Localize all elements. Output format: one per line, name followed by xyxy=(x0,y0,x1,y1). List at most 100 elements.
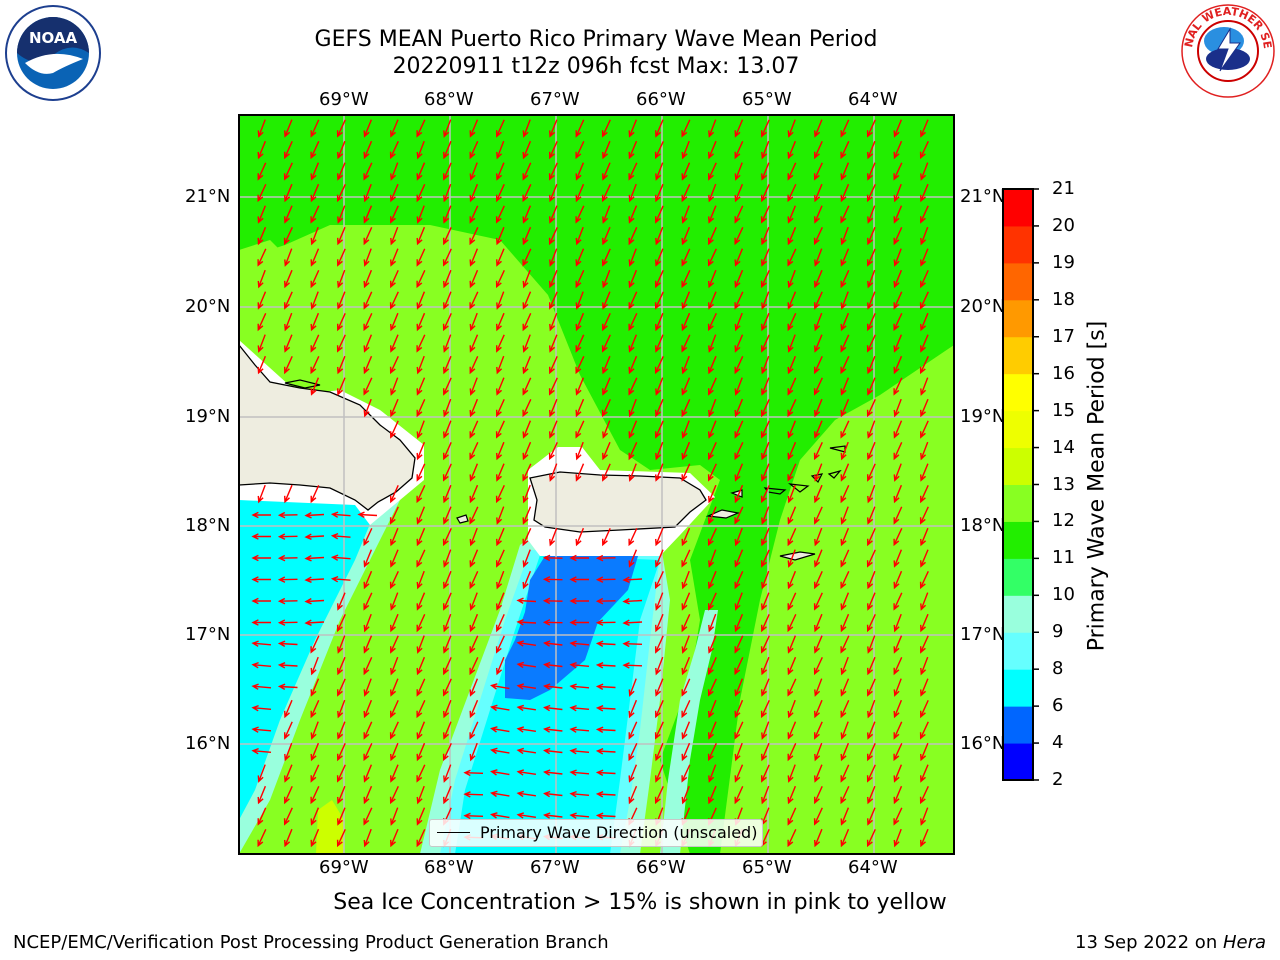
wave-direction-arrow xyxy=(893,463,902,482)
wave-direction-arrow xyxy=(416,570,425,590)
colorbar-segment xyxy=(1003,189,1033,227)
vieques-island xyxy=(705,509,741,519)
wave-direction-arrow xyxy=(707,743,717,762)
wave-direction-arrow xyxy=(734,162,743,181)
wave-direction-arrow xyxy=(760,485,770,504)
wave-direction-arrow xyxy=(463,769,484,777)
wave-direction-arrow xyxy=(787,829,797,848)
wave-direction-arrow xyxy=(310,226,319,246)
wave-direction-arrow xyxy=(813,807,823,826)
wave-direction-arrow xyxy=(443,613,452,633)
wave-direction-arrow xyxy=(251,640,272,647)
wave-direction-arrow xyxy=(443,269,452,289)
wave-direction-arrow xyxy=(654,721,664,740)
wave-direction-arrow xyxy=(622,576,643,583)
wave-direction-arrow xyxy=(416,592,426,611)
wave-direction-arrow xyxy=(787,743,797,762)
wave-direction-arrow xyxy=(893,657,903,676)
wave-direction-arrow xyxy=(920,764,929,783)
wave-direction-arrow xyxy=(867,140,876,160)
lon-label-bottom-66w: 66°W xyxy=(636,857,686,878)
lat-label-left-19n: 19°N xyxy=(185,406,231,427)
wave-direction-arrow xyxy=(708,657,717,676)
wave-direction-arrow xyxy=(708,355,717,375)
colorbar-tick-label: 21 xyxy=(1052,178,1075,199)
wave-direction-arrow xyxy=(416,764,426,783)
wave-direction-arrow xyxy=(496,184,505,203)
lon-label-bottom-65w: 65°W xyxy=(742,857,792,878)
wave-direction-arrow xyxy=(416,721,426,740)
wave-direction-arrow xyxy=(363,205,373,224)
wave-direction-arrow xyxy=(840,205,850,224)
wave-direction-arrow xyxy=(681,635,690,654)
wave-direction-arrow xyxy=(284,334,293,353)
wave-direction-arrow xyxy=(490,790,510,798)
colorbar-frame xyxy=(1002,188,1034,781)
wave-direction-arrow xyxy=(840,592,850,611)
wave-direction-arrow xyxy=(787,291,797,310)
wave-direction-arrow xyxy=(442,678,452,697)
wave-direction-arrow xyxy=(389,291,399,310)
wave-direction-arrow xyxy=(277,683,298,691)
wave-direction-arrow xyxy=(490,812,510,819)
wave-direction-arrow xyxy=(251,533,271,540)
wave-direction-arrow xyxy=(522,484,531,504)
wave-direction-arrow xyxy=(813,162,823,181)
wave-direction-arrow xyxy=(337,269,346,289)
colorbar-segment xyxy=(1003,447,1033,485)
wave-direction-arrow xyxy=(549,334,558,353)
wave-direction-arrow xyxy=(516,812,537,819)
wave-direction-arrow xyxy=(920,377,929,396)
wave-direction-arrow xyxy=(595,769,616,777)
wave-direction-arrow xyxy=(655,377,664,396)
wave-direction-arrow xyxy=(787,248,797,267)
wave-direction-arrow xyxy=(549,312,558,332)
wave-direction-arrow xyxy=(416,700,426,719)
wave-direction-arrow xyxy=(569,597,589,605)
wave-direction-arrow xyxy=(708,398,717,418)
wave-direction-arrow xyxy=(920,420,929,439)
colorbar-segment xyxy=(1003,706,1033,744)
wave-direction-arrow xyxy=(761,463,770,482)
wave-direction-arrow xyxy=(310,183,320,203)
colorbar-tick-label: 13 xyxy=(1052,473,1075,495)
wave-direction-arrow xyxy=(734,442,744,461)
wave-direction-arrow xyxy=(310,485,320,504)
wave-direction-arrow xyxy=(516,747,537,755)
wave-direction-arrow xyxy=(336,764,346,783)
wave-direction-arrow xyxy=(463,791,484,798)
wave-direction-arrow xyxy=(490,704,510,712)
wave-direction-arrow xyxy=(251,726,272,733)
wave-direction-arrow xyxy=(310,291,319,310)
wave-direction-arrow xyxy=(363,291,373,310)
lon-label-top-65w: 65°W xyxy=(742,89,792,110)
wave-direction-arrow xyxy=(330,511,351,518)
wave-direction-arrow xyxy=(681,162,691,181)
wave-direction-arrow xyxy=(443,205,452,224)
wave-direction-arrow xyxy=(840,183,850,203)
wave-direction-arrow xyxy=(548,227,558,246)
wave-direction-arrow xyxy=(867,313,876,332)
wave-direction-arrow xyxy=(814,527,823,547)
wave-direction-arrow xyxy=(893,570,903,590)
wave-direction-arrow xyxy=(867,656,876,676)
wave-direction-arrow xyxy=(442,463,452,482)
wave-direction-arrow xyxy=(622,662,643,669)
wave-direction-arrow xyxy=(681,441,691,461)
wave-direction-arrow xyxy=(496,162,505,181)
wave-direction-arrow xyxy=(813,592,823,611)
wave-direction-arrow xyxy=(390,678,399,697)
wave-direction-arrow xyxy=(920,592,929,611)
wave-direction-arrow xyxy=(469,291,479,310)
wave-direction-arrow xyxy=(760,635,770,654)
wave-direction-arrow xyxy=(920,678,929,697)
wave-direction-arrow xyxy=(389,721,399,740)
wave-direction-arrow xyxy=(522,399,532,418)
wave-direction-arrow xyxy=(469,657,479,676)
wave-direction-arrow xyxy=(575,441,584,461)
wave-direction-arrow xyxy=(708,764,717,783)
wave-direction-arrow xyxy=(893,334,903,353)
wave-direction-arrow xyxy=(549,248,558,267)
wave-direction-arrow xyxy=(336,184,346,203)
wave-direction-arrow xyxy=(548,162,558,181)
